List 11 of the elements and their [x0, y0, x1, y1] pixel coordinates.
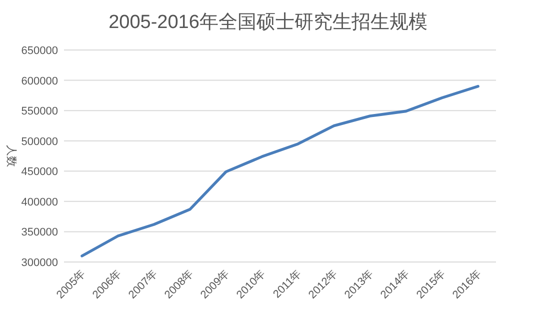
- y-tick-label: 350000: [21, 226, 58, 239]
- y-tick-label: 550000: [21, 106, 58, 118]
- y-tick-label: 500000: [21, 136, 58, 148]
- y-tick-label: 400000: [21, 196, 58, 208]
- chart-title: 2005-2016年全国硕士研究生招生规模: [108, 11, 428, 33]
- y-tick-label: 600000: [21, 75, 58, 88]
- line-series: [80, 84, 480, 258]
- y-tick-label: 650000: [21, 45, 58, 57]
- y-tick-label: 450000: [21, 166, 58, 178]
- y-tick-label: 300000: [21, 257, 58, 269]
- y-axis-title: 人数: [5, 145, 17, 167]
